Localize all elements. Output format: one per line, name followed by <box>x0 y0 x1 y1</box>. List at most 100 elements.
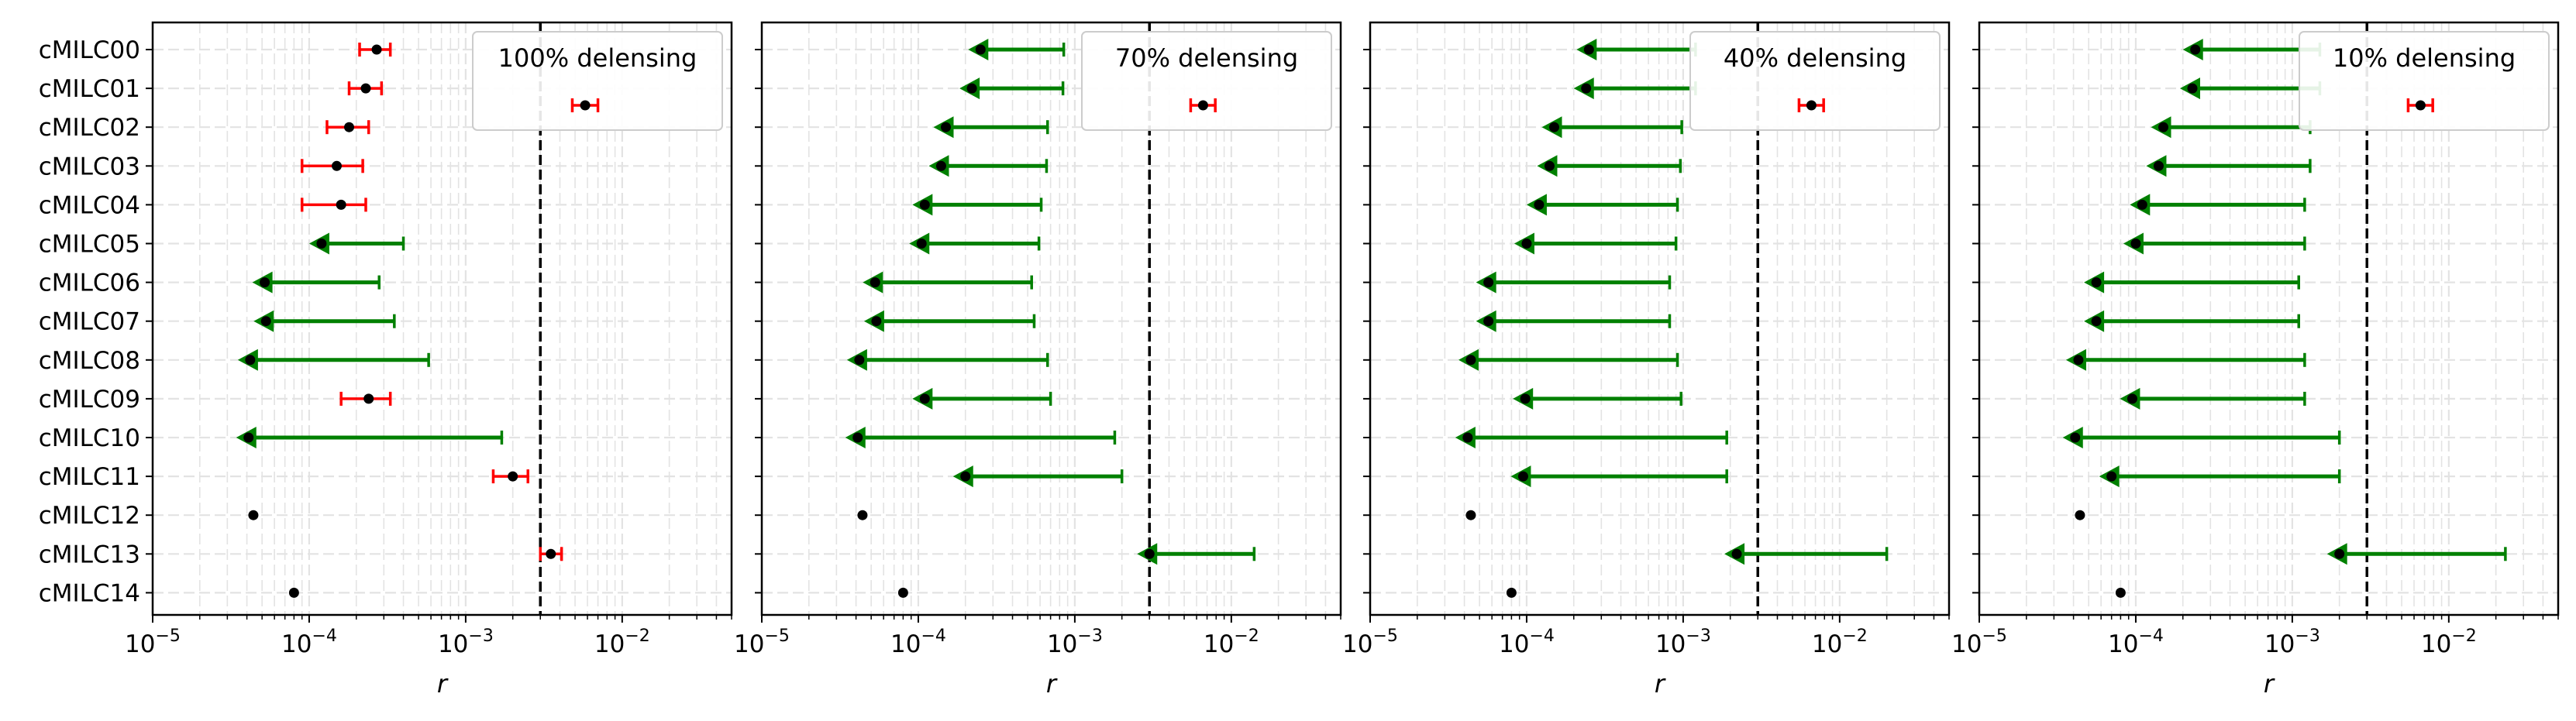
row-cMILC12 <box>857 510 868 520</box>
row-cMILC01 <box>347 81 384 96</box>
data-point <box>871 316 882 327</box>
data-point <box>2075 510 2085 520</box>
x-axis-label: r <box>437 669 449 699</box>
row-cMILC10 <box>845 427 1117 448</box>
legend-label: 10% delensing <box>2333 43 2516 73</box>
x-tick-label: 10−2 <box>1204 627 1259 658</box>
row-cMILC10 <box>1455 427 1728 448</box>
x-tick-label: 10−3 <box>1655 627 1711 658</box>
row-cMILC04 <box>300 197 367 212</box>
row-cMILC00 <box>968 39 1066 60</box>
legend-label: 100% delensing <box>498 43 697 73</box>
legend-frame <box>1689 31 1941 131</box>
data-point <box>1731 548 1742 559</box>
row-cMILC11 <box>491 469 530 484</box>
row-cMILC08 <box>846 348 1049 371</box>
y-tick-label: cMILC00 <box>39 36 140 64</box>
x-tick-label: 10−2 <box>594 627 650 658</box>
data-point <box>343 122 354 132</box>
data-point <box>1465 355 1476 366</box>
x-tick-label: 10−3 <box>2264 627 2320 658</box>
panel-3: 40% delensing 10−5 10−4 10−3 10−2 r <box>1342 21 1951 699</box>
data-point <box>2187 83 2198 94</box>
row-cMILC09 <box>2120 387 2306 410</box>
y-tick-label: cMILC03 <box>39 153 140 180</box>
y-tick-label: cMILC07 <box>39 308 140 336</box>
legend-label: 40% delensing <box>1724 43 1906 73</box>
data-point <box>919 199 930 210</box>
row-cMILC03 <box>1537 155 1682 177</box>
legend-frame <box>2299 31 2550 131</box>
row-cMILC07 <box>1476 310 1672 332</box>
data-point <box>2137 199 2147 210</box>
data-point <box>316 239 327 249</box>
data-point <box>245 355 256 366</box>
y-tick-label: cMILC01 <box>39 75 140 103</box>
row-cMILC06 <box>252 271 381 294</box>
legend-point <box>580 100 591 111</box>
data-point <box>2070 432 2081 443</box>
row-cMILC09 <box>1513 387 1682 410</box>
x-tick-label: 10−4 <box>890 627 946 658</box>
axes-frame <box>760 21 1342 616</box>
row-cMILC07 <box>863 310 1036 332</box>
data-point <box>897 587 908 598</box>
row-cMILC05 <box>308 232 405 255</box>
row-cMILC05 <box>2123 232 2306 255</box>
data-point <box>2091 277 2102 288</box>
data-point <box>243 432 254 443</box>
row-cMILC00 <box>1576 39 1697 60</box>
row-cMILC02 <box>325 120 370 135</box>
legend-point <box>1197 100 1208 111</box>
row-cMILC08 <box>237 348 430 371</box>
data-point <box>2127 393 2137 404</box>
legend-label: 70% delensing <box>1115 43 1298 73</box>
legend: 10% delensing <box>2299 31 2550 131</box>
x-axis-label: r <box>1655 669 1666 699</box>
row-cMILC12 <box>1465 510 1476 520</box>
row-cMILC14 <box>1506 587 1517 598</box>
data-point <box>1520 393 1531 404</box>
x-tick-label: 10−4 <box>1499 627 1555 658</box>
x-tick-label: 10−4 <box>281 627 337 658</box>
row-cMILC06 <box>1476 271 1672 294</box>
row-cMILC03 <box>928 155 1049 177</box>
legend-frame <box>472 31 723 131</box>
y-tick-label: cMILC11 <box>39 463 140 491</box>
x-tick-label: 10−5 <box>125 627 181 658</box>
data-point <box>975 44 986 55</box>
data-point <box>2334 548 2345 559</box>
data-point <box>1506 587 1517 598</box>
data-point <box>870 277 880 288</box>
data-point <box>2153 160 2164 171</box>
row-cMILC14 <box>2115 587 2126 598</box>
data-point <box>332 160 343 171</box>
legend-point <box>1806 100 1817 111</box>
row-cMILC14 <box>288 587 299 598</box>
x-axis-label: r <box>2264 669 2275 699</box>
y-tick-label: cMILC08 <box>39 347 140 375</box>
panel-4: 10% delensing 10−5 10−4 10−3 10−2 r <box>1951 21 2560 699</box>
data-point <box>935 160 946 171</box>
legend-frame <box>1081 31 1332 131</box>
x-tick-label: 10−2 <box>1812 627 1868 658</box>
y-tick-label: cMILC10 <box>39 424 140 452</box>
x-axis-label: r <box>1046 669 1058 699</box>
data-point <box>508 471 518 482</box>
row-cMILC09 <box>339 391 392 406</box>
row-cMILC12 <box>248 510 259 520</box>
data-point <box>2115 587 2126 598</box>
axes-frame <box>1978 21 2560 616</box>
axes-frame <box>151 21 733 616</box>
x-tick-label: 10−3 <box>1047 627 1103 658</box>
row-cMILC11 <box>2099 465 2341 488</box>
legend: 100% delensing <box>472 31 723 131</box>
row-cMILC00 <box>358 43 392 57</box>
row-cMILC13 <box>2326 543 2507 565</box>
data-point <box>2106 471 2117 482</box>
data-point <box>1517 471 1528 482</box>
axes-frame <box>1369 21 1951 616</box>
row-cMILC05 <box>909 232 1041 255</box>
row-cMILC06 <box>2084 271 2301 294</box>
